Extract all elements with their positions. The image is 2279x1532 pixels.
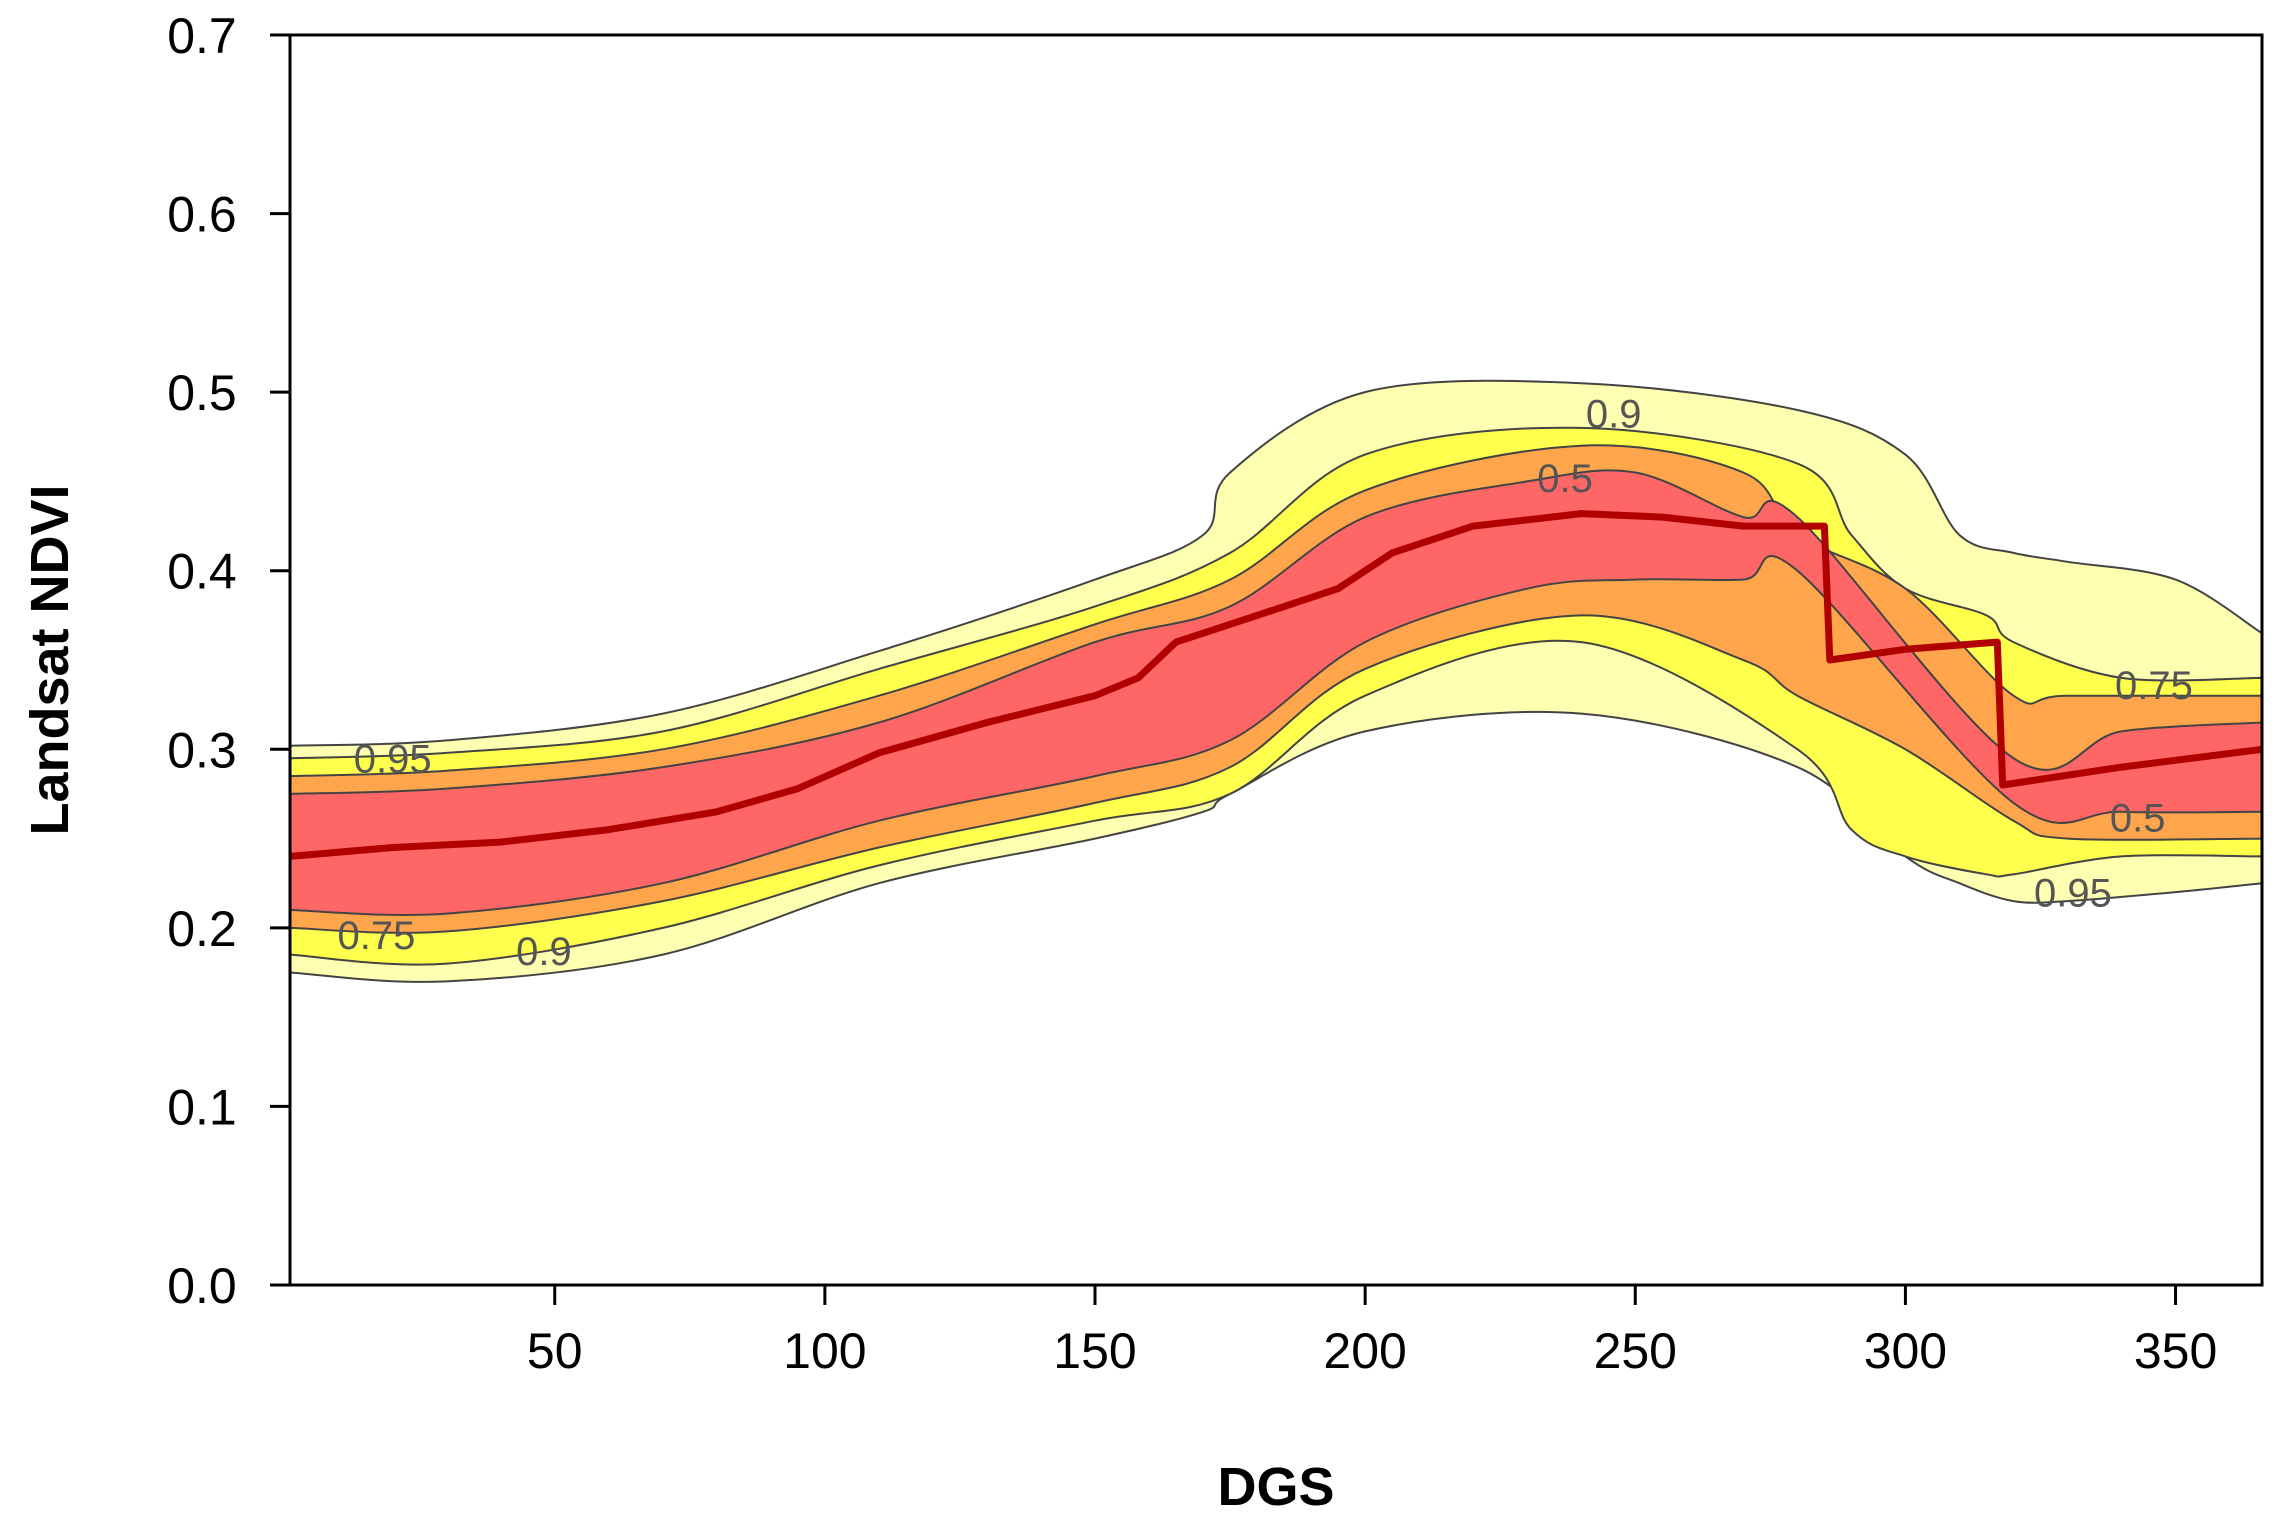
contour-labels: 0.95 0.75 0.9 0.9 0.5 0.75 0.5 0.95 (338, 393, 2193, 975)
contour-label-0-9: 0.9 (1586, 393, 1642, 437)
x-tick-label-100: 100 (783, 1323, 866, 1379)
y-tick-label-7: 0.7 (167, 8, 237, 64)
band-0-5 (290, 469, 2262, 916)
x-tick-label-200: 200 (1323, 1323, 1406, 1379)
contour-label-0-75: 0.75 (2115, 664, 2193, 708)
y-tick-label-0: 0.0 (167, 1258, 237, 1314)
x-tick-label-350: 350 (2134, 1323, 2217, 1379)
contour-label-0-5: 0.5 (2110, 796, 2166, 840)
contour-label-0-95: 0.95 (2034, 871, 2112, 915)
x-tick-label-250: 250 (1594, 1323, 1677, 1379)
x-axis-title: DGS (1217, 1457, 1334, 1517)
plot-frame (288, 33, 2264, 1287)
median-line (290, 510, 2262, 860)
y-tick-label-5: 0.5 (167, 365, 237, 421)
y-tick-label-6: 0.6 (167, 187, 237, 243)
density-bands (290, 379, 2262, 983)
x-tick-label-150: 150 (1053, 1323, 1136, 1379)
contour-label-0-95: 0.95 (354, 737, 432, 781)
y-tick-label-3: 0.3 (167, 722, 237, 778)
y-axis: 0.0 0.1 0.2 0.3 0.4 0.5 0.6 0.7 (167, 8, 290, 1314)
x-tick-label-300: 300 (1864, 1323, 1947, 1379)
y-axis-title: Landsat NDVI (20, 484, 80, 835)
y-tick-label-1: 0.1 (167, 1079, 237, 1135)
contour-label-0-9: 0.9 (516, 930, 572, 974)
x-tick-label-50: 50 (527, 1323, 583, 1379)
x-axis: 50 100 150 200 250 300 350 (527, 1285, 2217, 1379)
y-tick-label-2: 0.2 (167, 901, 237, 957)
y-tick-label-4: 0.4 (167, 544, 237, 600)
contour-label-0-75: 0.75 (338, 914, 416, 958)
median-line-group (290, 510, 2262, 860)
contour-label-0-5: 0.5 (1537, 457, 1593, 501)
